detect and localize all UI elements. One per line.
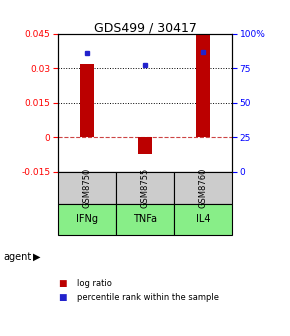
Text: percentile rank within the sample: percentile rank within the sample xyxy=(77,293,219,302)
Text: GDS499 / 30417: GDS499 / 30417 xyxy=(94,22,196,35)
Bar xyxy=(174,204,232,235)
Bar xyxy=(58,204,116,235)
Text: IL4: IL4 xyxy=(196,214,210,224)
Text: GSM8750: GSM8750 xyxy=(82,168,92,208)
Bar xyxy=(196,34,210,137)
Bar xyxy=(58,172,116,204)
Text: GSM8755: GSM8755 xyxy=(140,168,150,208)
Text: log ratio: log ratio xyxy=(77,280,112,288)
Text: agent: agent xyxy=(3,252,31,262)
Text: ■: ■ xyxy=(58,293,66,302)
Bar xyxy=(116,204,174,235)
Bar xyxy=(138,137,152,154)
Bar xyxy=(80,64,94,137)
Text: GSM8760: GSM8760 xyxy=(198,168,208,208)
Text: ■: ■ xyxy=(58,280,66,288)
Text: IFNg: IFNg xyxy=(76,214,98,224)
Bar xyxy=(116,172,174,204)
Text: TNFa: TNFa xyxy=(133,214,157,224)
Text: ▶: ▶ xyxy=(33,252,41,262)
Bar xyxy=(174,172,232,204)
